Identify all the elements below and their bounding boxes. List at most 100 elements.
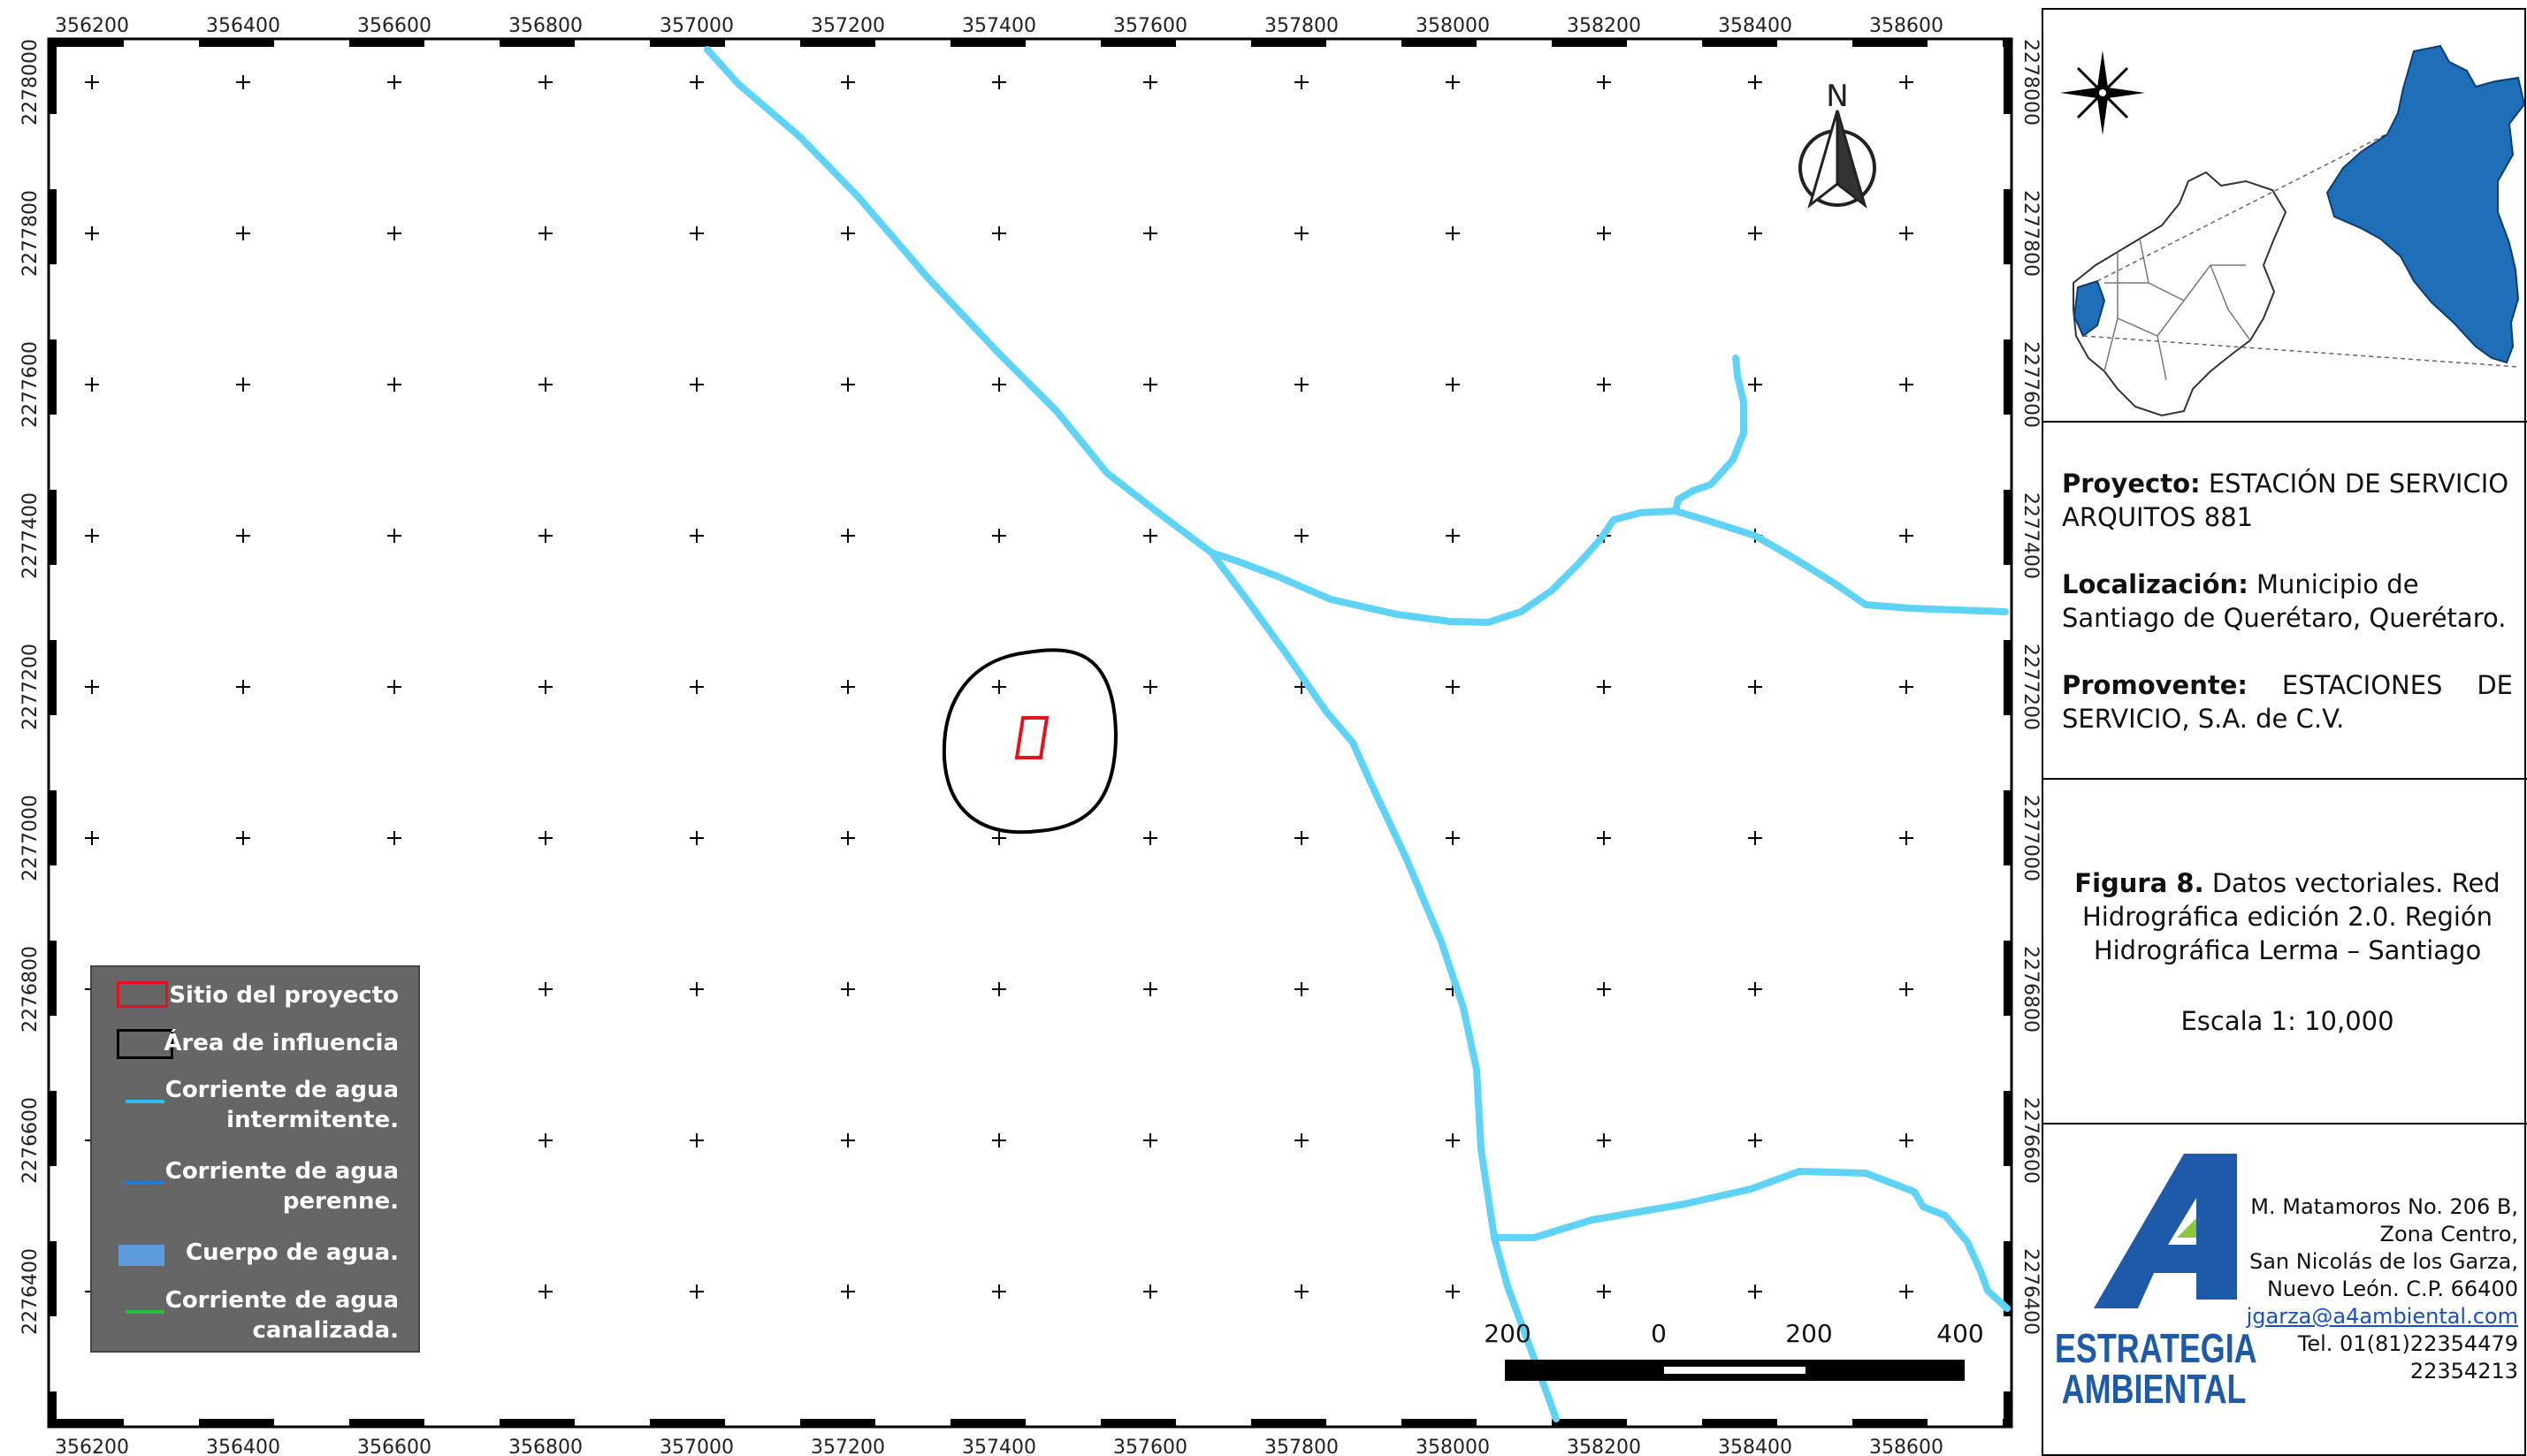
- grid-cross: [1597, 1284, 1611, 1299]
- frame-segment: [1552, 39, 1627, 47]
- grid-cross: [992, 377, 1006, 392]
- legend-item-influence-area: Área de influencia: [92, 1025, 418, 1061]
- address-line: Nuevo León. C.P. 66400: [2266, 1277, 2518, 1301]
- y-tick-label: 2276600: [2019, 1097, 2042, 1184]
- y-tick-label: 2277800: [2019, 190, 2042, 277]
- streams: [704, 46, 2011, 1422]
- y-tick-label: 2276400: [19, 1248, 42, 1335]
- legend-label-line2: intermitente.: [226, 1107, 399, 1133]
- legend-symbol-black-rectangle: [117, 1029, 173, 1059]
- grid-cross: [236, 680, 250, 694]
- y-tick-label: 2277000: [19, 795, 42, 881]
- grid-cross: [1143, 1284, 1157, 1299]
- grid-cross: [1748, 377, 1762, 392]
- y-axis-labels-right: 2278000 2277800 2277600 2277400 2277200 22770…: [2019, 39, 2042, 1335]
- state-inset-map: [2073, 44, 2526, 417]
- x-tick-label: 358000: [1416, 1437, 1490, 1456]
- grid-cross: [236, 75, 250, 89]
- promoter-info: Promovente: ESTACIONES DE SERVICIO, S.A.…: [2062, 668, 2513, 736]
- x-tick-label: 357200: [811, 15, 885, 37]
- y-tick-label: 2278000: [2019, 39, 2042, 126]
- grid-cross: [1446, 680, 1460, 694]
- grid-cross: [538, 75, 553, 89]
- grid-cross: [387, 831, 401, 845]
- grid-cross: [841, 982, 855, 996]
- grid-cross: [1143, 226, 1157, 240]
- y-tick-label: 2276600: [19, 1097, 42, 1184]
- x-tick-label: 356600: [357, 1437, 431, 1456]
- stream-main: [704, 46, 1560, 1422]
- grid-cross: [387, 377, 401, 392]
- frame-segment: [1101, 1419, 1176, 1427]
- grid-cross: [1748, 680, 1762, 694]
- legend-item-water-body: Cuerpo de agua.: [92, 1236, 418, 1271]
- north-label: N: [1826, 79, 1848, 114]
- y-axis-labels-left: 2278000 2277800 2277600 2277400 2277200 22770…: [19, 39, 42, 1335]
- email-link[interactable]: jgarza@a4ambiental.com: [2246, 1304, 2518, 1329]
- grid-crosses: [85, 75, 1913, 1299]
- project-site: [1014, 716, 1050, 759]
- proyecto-label: Proyecto:: [2062, 469, 2201, 499]
- frame-segment: [2004, 1391, 2012, 1427]
- legend-label: Corriente de agua: [164, 1287, 399, 1314]
- frame-segment: [1852, 39, 1928, 47]
- y-tick-label: 2277600: [2019, 341, 2042, 428]
- grid-cross: [1446, 75, 1460, 89]
- frame-segment: [349, 1419, 424, 1427]
- grid-cross: [1899, 529, 1913, 543]
- grid-cross: [690, 75, 704, 89]
- x-tick-label: 357000: [660, 15, 734, 37]
- frame-segment: [199, 1419, 274, 1427]
- grid-cross: [538, 1284, 553, 1299]
- frame-segment: [49, 339, 57, 415]
- grid-cross: [387, 226, 401, 240]
- grid-cross: [85, 529, 99, 543]
- grid-cross: [1294, 982, 1309, 996]
- grid-cross: [841, 680, 855, 694]
- grid-cross: [236, 831, 250, 845]
- grid-cross: [1446, 1284, 1460, 1299]
- grid-cross: [841, 529, 855, 543]
- legend-symbol-red-rectangle: [117, 981, 168, 1008]
- frame-segment: [2004, 189, 2012, 264]
- grid-cross: [1294, 226, 1309, 240]
- legend-label-line2: perenne.: [282, 1188, 399, 1215]
- frame-segment: [650, 1419, 725, 1427]
- grid-cross: [992, 226, 1006, 240]
- grid-cross: [690, 529, 704, 543]
- y-tick-label: 2276800: [19, 946, 42, 1033]
- grid-cross: [1143, 529, 1157, 543]
- x-tick-label: 356800: [508, 15, 583, 37]
- north-arrow: N: [1798, 79, 1876, 210]
- frame-segment: [1251, 1419, 1326, 1427]
- x-tick-label: 357400: [962, 1437, 1036, 1456]
- frame-segment: [199, 39, 274, 47]
- scale-label: 400: [1936, 1319, 1983, 1348]
- grid-cross: [841, 1284, 855, 1299]
- x-axis-labels-top: 356200 356400 356600 356800 357000 357200 3574…: [55, 15, 1943, 37]
- frame-segment: [2004, 941, 2012, 1016]
- localizacion-value: Municipio de Santiago de Querétaro, Quer…: [2062, 569, 2507, 633]
- grid-cross: [1899, 680, 1913, 694]
- grid-cross: [690, 226, 704, 240]
- x-tick-label: 356200: [55, 1437, 129, 1456]
- grid-cross: [841, 831, 855, 845]
- grid-cross: [236, 226, 250, 240]
- grid-cross: [85, 226, 99, 240]
- grid-cross: [841, 75, 855, 89]
- grid-cross: [1748, 982, 1762, 996]
- grid-cross: [1597, 226, 1611, 240]
- grid-cross: [1143, 831, 1157, 845]
- legend-symbol-blue-line: [126, 1181, 164, 1185]
- grid-cross: [387, 75, 401, 89]
- y-tick-label: 2276400: [2019, 1248, 2042, 1335]
- localizacion-label: Localización:: [2062, 569, 2248, 599]
- company-address: M. Matamoros No. 206 B, Zona Centro, San…: [2247, 1193, 2518, 1385]
- grid-cross: [690, 377, 704, 392]
- x-tick-label: 357600: [1113, 1437, 1187, 1456]
- y-tick-label: 2277800: [19, 190, 42, 277]
- address-line: M. Matamoros No. 206 B,: [2250, 1194, 2518, 1219]
- frame-segment: [2004, 790, 2012, 865]
- x-tick-label: 356200: [55, 15, 129, 37]
- y-tick-label: 2277600: [19, 341, 42, 428]
